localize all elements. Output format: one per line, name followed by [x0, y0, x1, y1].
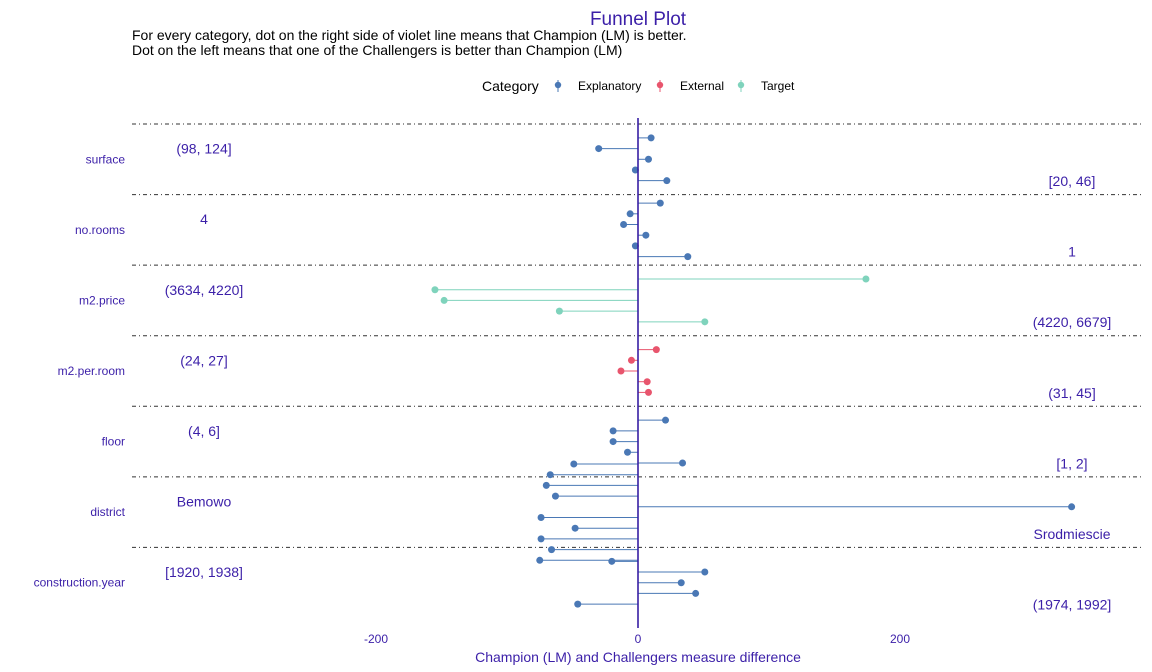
bin-annotations: (98, 124] [20, 46] 4 1 (3634, 4220] (4220, 66… [165, 141, 1112, 613]
right-bin-label-construction.year: (1974, 1992] [1033, 597, 1112, 613]
lollipop-dot-2-3 [555, 307, 563, 315]
left-bin-label-m2.per.room: (24, 27] [180, 352, 227, 368]
lollipop-dot-2-4 [701, 318, 709, 326]
chart-title: Funnel Plot [590, 9, 687, 30]
lollipop-dot-0-3 [631, 166, 639, 174]
category-label-m2.per.room: m2.per.room [58, 364, 125, 378]
lollipop-dot-4-4 [679, 459, 687, 467]
legend-entry-0: Explanatory [578, 79, 641, 93]
category-label-surface: surface [86, 152, 126, 166]
lollipop-dot-3-0 [652, 346, 660, 354]
lollipop-dot-5-6 [571, 524, 579, 532]
left-bin-label-construction.year: [1920, 1938] [165, 564, 243, 580]
lollipop-dot-6-2 [677, 579, 685, 587]
legend-entry-2: Target [761, 79, 795, 93]
lollipop-dot-1-2 [620, 221, 628, 229]
lollipop-dot-6-1 [701, 568, 709, 576]
lollipop-dot-2-0 [862, 275, 870, 283]
x-tick-label-1: 0 [635, 632, 642, 646]
lollipop-dot-5-0 [570, 460, 578, 468]
left-bin-label-district: Bemowo [177, 493, 232, 509]
lollipop-dot-5-7 [537, 535, 545, 543]
lollipop-dot-0-0 [647, 134, 655, 142]
category-label-floor: floor [102, 435, 125, 449]
lollipop-dot-0-1 [595, 145, 603, 153]
legend-key-dot-2 [737, 81, 745, 89]
x-axis-title: Champion (LM) and Challengers measure di… [475, 649, 801, 665]
right-bin-label-m2.price: (4220, 6679] [1033, 314, 1112, 330]
lollipop-dot-4-3 [624, 448, 632, 456]
chart-subtitle-line-2: Dot on the left means that one of the Ch… [132, 42, 622, 58]
category-label-m2.price: m2.price [79, 293, 125, 307]
lollipop-dot-1-0 [656, 199, 664, 207]
lollipop-dot-4-2 [609, 438, 617, 446]
lollipop-dot-1-1 [626, 210, 634, 218]
legend-entry-1: External [680, 79, 724, 93]
legend-key-dot-1 [656, 81, 664, 89]
right-bin-label-district: Srodmiescie [1033, 526, 1110, 542]
lollipop-marks [431, 118, 1076, 628]
lollipop-dot-6-0 [608, 557, 616, 565]
left-bin-label-surface: (98, 124] [176, 141, 231, 157]
category-separators [132, 123, 1142, 548]
lollipop-dot-5-3 [551, 492, 559, 500]
lollipop-dot-5-9 [536, 556, 544, 564]
x-axis-ticks: -200 0 200 [364, 632, 910, 646]
lollipop-dot-6-3 [692, 589, 700, 597]
right-bin-label-no.rooms: 1 [1068, 244, 1076, 260]
x-tick-label-2: 200 [890, 632, 910, 646]
lollipop-dot-0-4 [663, 177, 671, 185]
category-label-construction.year: construction.year [34, 576, 125, 590]
x-tick-label-0: -200 [364, 632, 388, 646]
lollipop-dot-1-4 [631, 242, 639, 250]
right-bin-label-m2.per.room: (31, 45] [1048, 385, 1095, 401]
lollipop-dot-1-5 [684, 253, 692, 261]
lollipop-dot-2-1 [431, 286, 439, 294]
right-bin-label-surface: [20, 46] [1049, 173, 1096, 189]
lollipop-dot-4-0 [662, 416, 670, 424]
lollipop-dot-5-8 [548, 546, 556, 554]
left-bin-label-floor: (4, 6] [188, 423, 220, 439]
right-bin-label-floor: [1, 2] [1056, 455, 1087, 471]
legend-key-dot-0 [554, 81, 562, 89]
lollipop-dot-3-4 [644, 388, 652, 396]
lollipop-dot-1-3 [642, 231, 650, 239]
lollipop-dot-5-1 [546, 471, 554, 479]
lollipop-dot-3-3 [643, 378, 651, 386]
lollipop-dot-0-2 [644, 155, 652, 163]
lollipop-dot-3-1 [627, 356, 635, 364]
lollipop-dot-2-2 [440, 296, 448, 304]
lollipop-dot-5-4 [1068, 503, 1076, 511]
category-label-no.rooms: no.rooms [75, 223, 125, 237]
legend-title: Category [482, 78, 539, 94]
left-bin-label-m2.price: (3634, 4220] [165, 282, 244, 298]
lollipop-dot-5-2 [542, 481, 550, 489]
category-labels: surface no.rooms m2.price m2.per.room floor d… [34, 152, 126, 589]
lollipop-dot-4-1 [609, 427, 617, 435]
legend: Explanatory External Target [554, 79, 795, 93]
lollipop-dot-6-4 [574, 600, 582, 608]
lollipop-dot-5-5 [537, 513, 545, 521]
category-label-district: district [90, 505, 125, 519]
lollipop-dot-3-2 [617, 367, 625, 375]
chart-subtitle-line-1: For every category, dot on the right sid… [132, 27, 687, 43]
left-bin-label-no.rooms: 4 [200, 211, 208, 227]
